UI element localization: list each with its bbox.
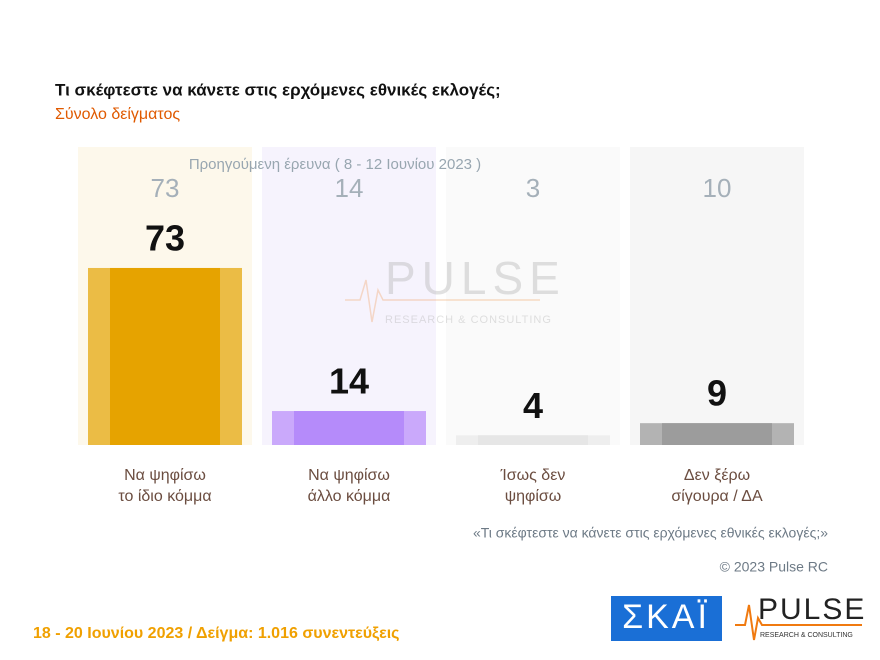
copyright: © 2023 Pulse RC (720, 559, 828, 575)
column-background (446, 147, 620, 445)
watermark-pulse-line (345, 279, 540, 323)
bar-core (478, 435, 588, 445)
pulse-line (735, 604, 862, 641)
watermark: PULSE RESEARCH & CONSULTING (345, 252, 566, 326)
bars: 73 14 4 9 (88, 217, 794, 445)
column-background (630, 147, 804, 445)
value-label: 14 (329, 361, 369, 402)
previous-label: Προηγούμενη έρευνα ( 8 - 12 Ιουνίου 2023… (189, 156, 481, 173)
skai-logo: ΣΚΑΪ (622, 598, 710, 636)
chart-title: Τι σκέφτεστε να κάνετε στις ερχόμενες εθ… (55, 80, 501, 99)
value-label: 9 (707, 373, 727, 414)
bar-core (294, 411, 404, 445)
previous-value: 14 (335, 173, 364, 203)
pulse-logo-sub: RESEARCH & CONSULTING (760, 632, 853, 639)
value-label: 4 (523, 385, 543, 426)
previous-value: 10 (703, 173, 732, 203)
watermark-logo-sub: RESEARCH & CONSULTING (385, 314, 552, 326)
watermark-logo: PULSE (385, 252, 566, 304)
previous-value: 3 (526, 173, 540, 203)
footer: 18 - 20 Ιουνίου 2023 / Δείγμα: 1.016 συν… (33, 625, 400, 642)
value-label: 73 (145, 217, 185, 258)
pulse-logo: PULSE (758, 593, 866, 626)
chart-subtitle: Σύνολο δείγματος (55, 106, 180, 123)
question-note: «Τι σκέφτεστε να κάνετε στις ερχόμενες ε… (473, 525, 828, 541)
category-label: Να ψηφίσω άλλο κόμμα (307, 467, 391, 505)
previous-value: 73 (151, 173, 180, 203)
category-label: Δεν ξέρω σίγουρα / ΔΑ (671, 467, 763, 505)
bar-core (110, 267, 220, 445)
skai-logo-box (611, 596, 722, 641)
column-background (262, 147, 436, 445)
columns: 73 14 3 10 (78, 147, 804, 445)
bar-core (662, 423, 772, 445)
category-label: Ίσως δεν ψηφίσω (500, 467, 566, 505)
category-label: Να ψηφίσω το ίδιο κόμμα (118, 467, 212, 505)
